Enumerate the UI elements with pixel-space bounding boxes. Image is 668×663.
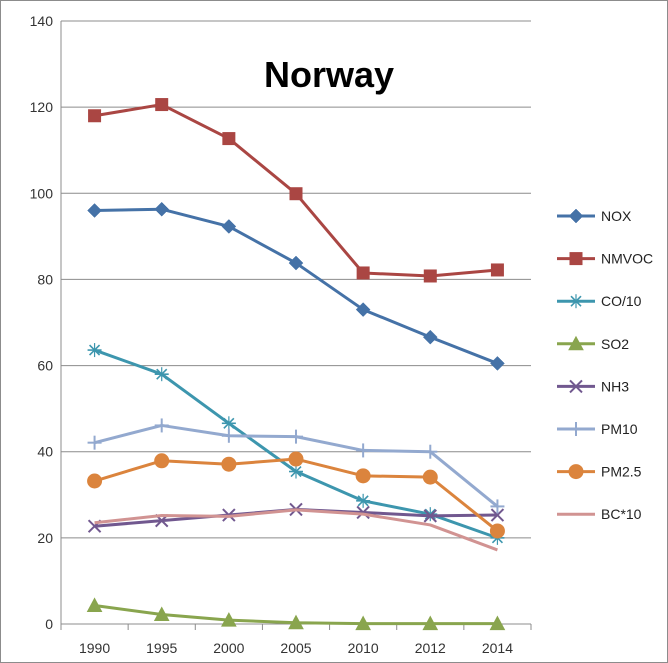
legend-label-co-10: CO/10 xyxy=(601,293,642,309)
point-pm2-5-2014 xyxy=(489,523,505,539)
legend-swatch-marker-co-10 xyxy=(569,294,583,309)
point-pm2-5-1995 xyxy=(154,453,170,469)
series-so2 xyxy=(86,597,506,631)
legend-label-pm2-5: PM2.5 xyxy=(601,464,642,480)
legend-label-so2: SO2 xyxy=(601,336,629,352)
legend-swatch-marker-so2 xyxy=(568,335,584,351)
point-pm2-5-2012 xyxy=(422,469,438,485)
y-tick-label-80: 80 xyxy=(37,271,53,287)
legend-label-pm10: PM10 xyxy=(601,421,638,437)
point-nox-2005 xyxy=(288,255,304,271)
legend-item-nh3: NH3 xyxy=(557,378,629,394)
legend-swatch-marker-pm2-5 xyxy=(568,464,584,480)
y-tick-label-0: 0 xyxy=(45,616,53,632)
point-pm10-2000 xyxy=(221,428,236,443)
x-tick-label-2000: 2000 xyxy=(213,640,244,656)
legend-item-bc-10: BC*10 xyxy=(557,506,642,522)
point-nox-2012 xyxy=(422,329,438,345)
point-nh3-2014 xyxy=(490,508,505,522)
legend-label-bc-10: BC*10 xyxy=(601,506,642,522)
legend-item-co-10: CO/10 xyxy=(557,293,642,309)
legend-item-pm10: PM10 xyxy=(557,421,638,437)
legend-swatch-marker-nh3 xyxy=(569,379,583,394)
series-nmvoc xyxy=(88,98,504,283)
y-tick-label-40: 40 xyxy=(37,444,53,460)
legend-label-nh3: NH3 xyxy=(601,378,629,394)
axes: 0 20 40 60 80 100 120 140 1990 1995 2000 2005 2010 20… xyxy=(30,13,532,656)
series-bc-10 xyxy=(94,508,498,552)
point-nox-2000 xyxy=(221,219,237,234)
series-line-nox xyxy=(94,207,498,365)
x-tick-label-2005: 2005 xyxy=(280,640,311,656)
legend: NOX NMVOC CO/10 SO2 NH3 PM10 PM2.5 BC*10 xyxy=(557,208,653,522)
point-so2-2000 xyxy=(221,612,237,627)
x-tick-label-2012: 2012 xyxy=(415,640,446,656)
point-nh3-2012 xyxy=(423,509,437,523)
point-nmvoc-2010 xyxy=(356,266,370,280)
point-pm10-1990 xyxy=(87,435,102,450)
legend-swatch-marker-pm10 xyxy=(569,422,583,436)
point-nmvoc-2012 xyxy=(423,269,437,283)
point-nox-1995 xyxy=(154,201,170,217)
point-so2-1995 xyxy=(153,606,170,622)
y-tick-label-140: 140 xyxy=(30,13,54,29)
legend-item-nmvoc: NMVOC xyxy=(557,251,653,267)
point-so2-1990 xyxy=(86,597,103,612)
series-layer xyxy=(86,98,506,631)
chart-title: Norway xyxy=(264,54,394,95)
legend-swatch-marker-nox xyxy=(568,208,584,224)
point-pm10-2012 xyxy=(423,444,438,459)
x-tick-label-2014: 2014 xyxy=(482,640,513,656)
point-co-10-2000 xyxy=(221,416,236,431)
series-nox xyxy=(87,201,505,371)
legend-item-so2: SO2 xyxy=(557,335,629,352)
point-pm2-5-2010 xyxy=(355,468,371,484)
x-tick-label-1995: 1995 xyxy=(146,640,177,656)
point-nox-2010 xyxy=(355,302,371,317)
point-pm10-1995 xyxy=(154,418,169,433)
point-nmvoc-2000 xyxy=(222,132,236,146)
point-pm10-2014 xyxy=(490,499,505,514)
y-tick-label-100: 100 xyxy=(30,185,54,201)
point-co-10-2010 xyxy=(356,493,371,508)
point-co-10-2005 xyxy=(289,464,303,479)
point-nh3-2010 xyxy=(356,505,370,520)
point-nmvoc-2014 xyxy=(490,263,504,277)
point-nox-1990 xyxy=(87,203,102,218)
legend-label-nmvoc: NMVOC xyxy=(601,251,653,267)
legend-item-nox: NOX xyxy=(557,208,632,224)
point-nox-2014 xyxy=(490,356,505,371)
series-pm2-5 xyxy=(87,451,505,539)
legend-item-pm2-5: PM2.5 xyxy=(557,464,642,480)
point-pm2-5-2000 xyxy=(221,456,237,472)
series-pm10 xyxy=(87,418,505,514)
point-nmvoc-1990 xyxy=(88,109,102,123)
point-so2-2014 xyxy=(489,615,506,631)
y-tick-label-60: 60 xyxy=(37,358,53,374)
point-co-10-1990 xyxy=(87,343,102,358)
point-pm2-5-2005 xyxy=(288,451,304,467)
x-tick-label-1990: 1990 xyxy=(79,640,110,656)
point-pm2-5-1990 xyxy=(87,473,103,489)
point-so2-2005 xyxy=(288,614,304,630)
point-pm10-2010 xyxy=(356,443,371,458)
y-tick-label-20: 20 xyxy=(37,530,53,546)
series-line-bc-10 xyxy=(94,508,498,552)
point-so2-2010 xyxy=(355,615,371,631)
point-co-10-1995 xyxy=(154,367,169,382)
legend-label-nox: NOX xyxy=(601,208,632,224)
series-co-10 xyxy=(87,343,505,545)
point-nmvoc-2005 xyxy=(289,187,303,201)
y-tick-label-120: 120 xyxy=(30,99,54,115)
legend-swatch-marker-nmvoc xyxy=(569,252,583,266)
point-nmvoc-1995 xyxy=(155,98,169,112)
point-pm10-2005 xyxy=(289,429,303,444)
x-tick-label-2010: 2010 xyxy=(348,640,379,656)
point-so2-2012 xyxy=(422,615,439,631)
